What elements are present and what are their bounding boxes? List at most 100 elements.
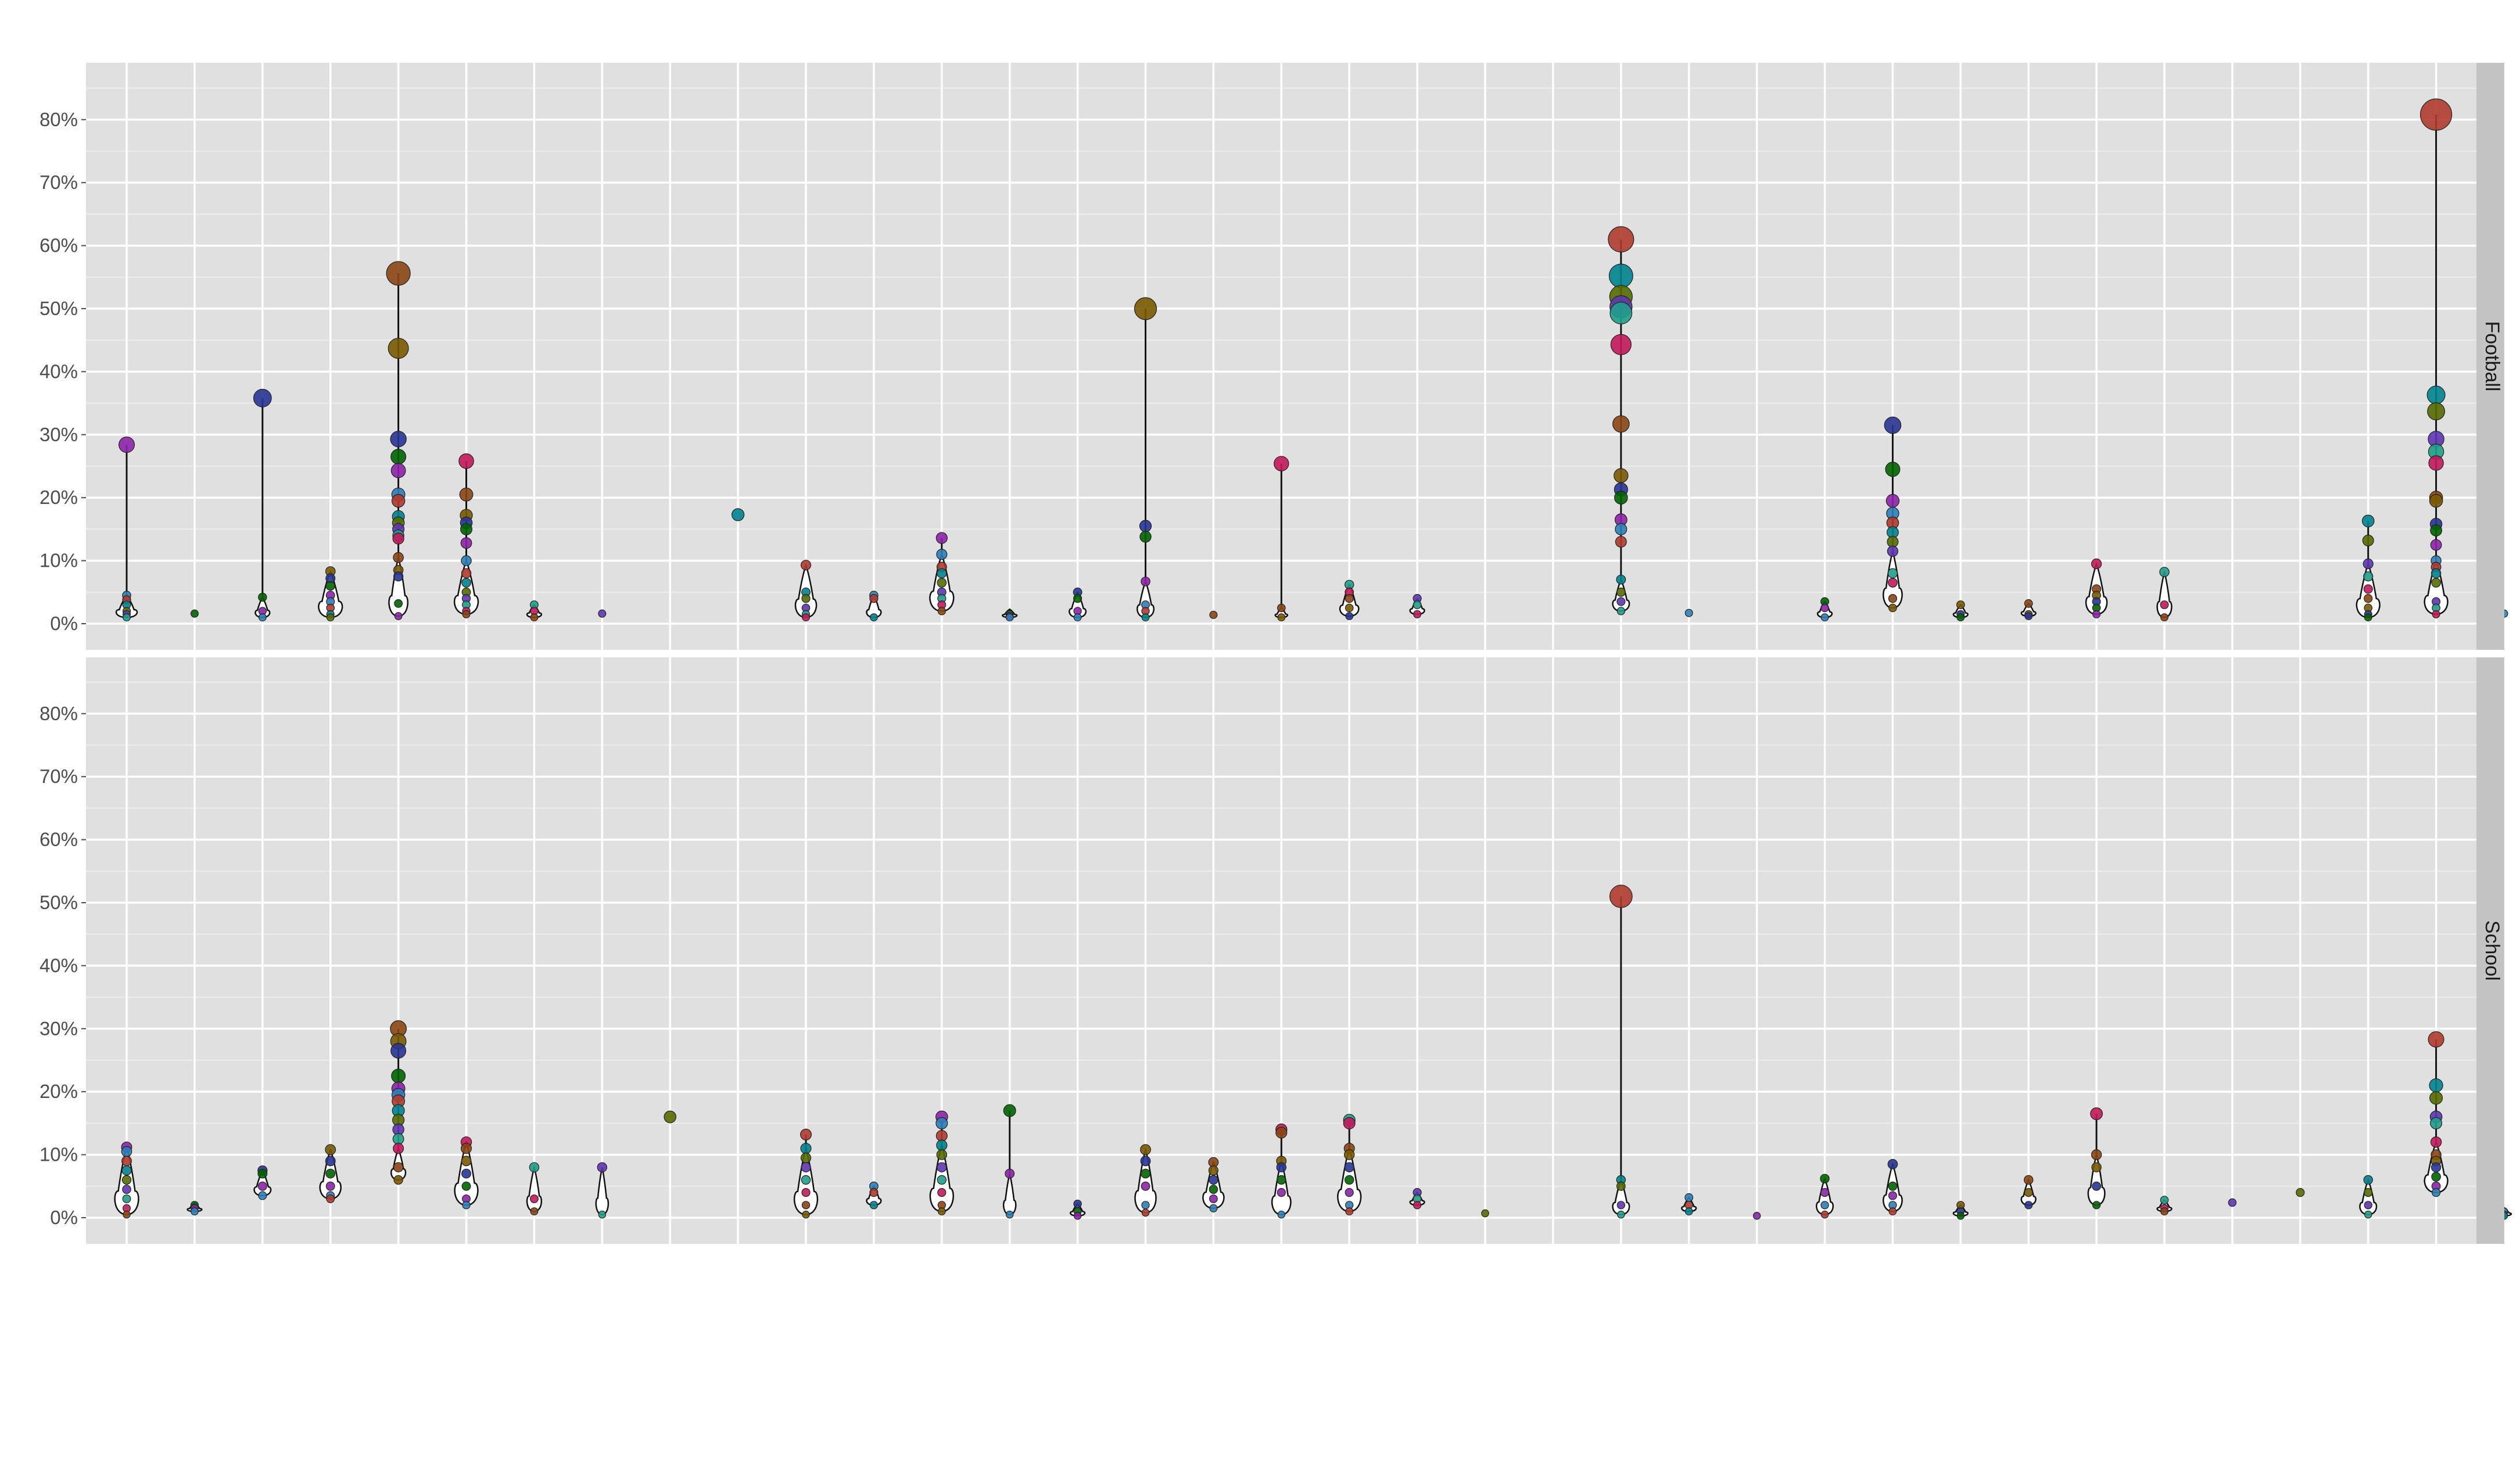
data-point (1888, 603, 1897, 613)
data-point (1608, 226, 1634, 253)
data-point (461, 1181, 471, 1191)
data-point (937, 578, 947, 588)
data-point (461, 578, 471, 588)
y-tick-label: 40% (40, 360, 78, 382)
data-point (119, 437, 135, 453)
data-point (530, 613, 539, 622)
data-point (1617, 1210, 1625, 1219)
y-tick-label: 10% (40, 550, 78, 571)
data-point (191, 1207, 199, 1216)
data-point (731, 508, 745, 521)
data-point (2431, 578, 2441, 588)
data-point (801, 1201, 811, 1210)
data-point (1345, 1188, 1354, 1197)
data-point (388, 338, 409, 359)
data-point (325, 1168, 336, 1179)
data-point (2363, 1175, 2373, 1185)
data-point (392, 532, 404, 545)
data-point (1884, 416, 1902, 434)
data-point (1684, 1207, 1693, 1216)
data-point (1413, 600, 1422, 609)
data-point (1888, 594, 1897, 603)
data-point (1140, 1156, 1151, 1167)
y-tick-label: 40% (40, 954, 78, 976)
data-point (2364, 1188, 2373, 1197)
facet-label-football: Football (2481, 321, 2503, 392)
data-point (2420, 98, 2453, 131)
data-point (1209, 1204, 1218, 1212)
data-point (800, 1152, 812, 1164)
data-point (2428, 455, 2444, 471)
data-point (1141, 577, 1150, 586)
data-point (1888, 578, 1898, 588)
data-point (2364, 1201, 2372, 1210)
data-point (1209, 1194, 1218, 1203)
data-point (1413, 1201, 1422, 1210)
y-tick-label: 60% (40, 235, 78, 256)
data-point (393, 552, 404, 563)
y-tick-label: 30% (40, 424, 78, 445)
data-point (2092, 1181, 2102, 1191)
data-point (460, 523, 472, 535)
data-point (123, 613, 131, 622)
y-tick-label: 80% (40, 703, 78, 724)
data-point (1003, 1104, 1016, 1117)
data-point (121, 1156, 132, 1167)
y-tick-label: 0% (50, 613, 78, 634)
data-point (1888, 1191, 1897, 1200)
data-point (1005, 1210, 1014, 1219)
data-point (2091, 1149, 2102, 1160)
data-point (1956, 600, 1965, 609)
data-point (391, 1068, 406, 1083)
data-point (936, 1149, 948, 1160)
data-point (1141, 1201, 1150, 1210)
data-point (122, 1185, 131, 1194)
data-point (1616, 1201, 1625, 1210)
data-point (937, 568, 947, 578)
data-point (390, 431, 407, 448)
data-point (2160, 1207, 2168, 1216)
data-point (2160, 613, 2168, 622)
data-point (390, 1043, 407, 1059)
data-point (2092, 610, 2101, 618)
data-point (1277, 1210, 1285, 1219)
panel-school: 0% 10% 20% 30% 40% 50% 60% 70% 80% School (40, 657, 2512, 1244)
data-point (390, 449, 407, 465)
data-point (2431, 1172, 2441, 1182)
data-point (1820, 603, 1829, 613)
data-point (2159, 567, 2170, 577)
data-point (936, 549, 948, 560)
data-point (937, 1188, 947, 1197)
data-point (394, 599, 403, 608)
y-tick-label: 0% (50, 1207, 78, 1228)
data-point (2091, 558, 2102, 570)
data-point (1141, 613, 1150, 622)
data-point (869, 1201, 879, 1210)
data-point (1956, 1212, 1965, 1220)
data-point (1209, 1185, 1218, 1194)
data-point (1610, 334, 1632, 355)
data-point (1345, 1207, 1354, 1216)
y-tick-label: 10% (40, 1144, 78, 1165)
data-point (123, 1210, 131, 1219)
data-point (1345, 594, 1354, 603)
data-point (2296, 1188, 2305, 1197)
marks-school (114, 885, 2512, 1220)
data-point (937, 1175, 947, 1185)
data-point (1073, 613, 1082, 622)
data-point (325, 1144, 336, 1156)
data-point (2430, 1136, 2442, 1148)
data-point (2429, 1091, 2443, 1105)
data-point (326, 613, 335, 622)
data-point (257, 1168, 268, 1179)
data-point (2024, 1201, 2033, 1210)
data-point (325, 1181, 335, 1191)
data-point (1887, 1159, 1898, 1169)
data-point (2426, 385, 2446, 405)
data-point (530, 1194, 539, 1203)
data-point (1684, 609, 1693, 617)
data-point (386, 261, 411, 286)
data-point (461, 1168, 471, 1179)
data-point (2432, 610, 2440, 618)
